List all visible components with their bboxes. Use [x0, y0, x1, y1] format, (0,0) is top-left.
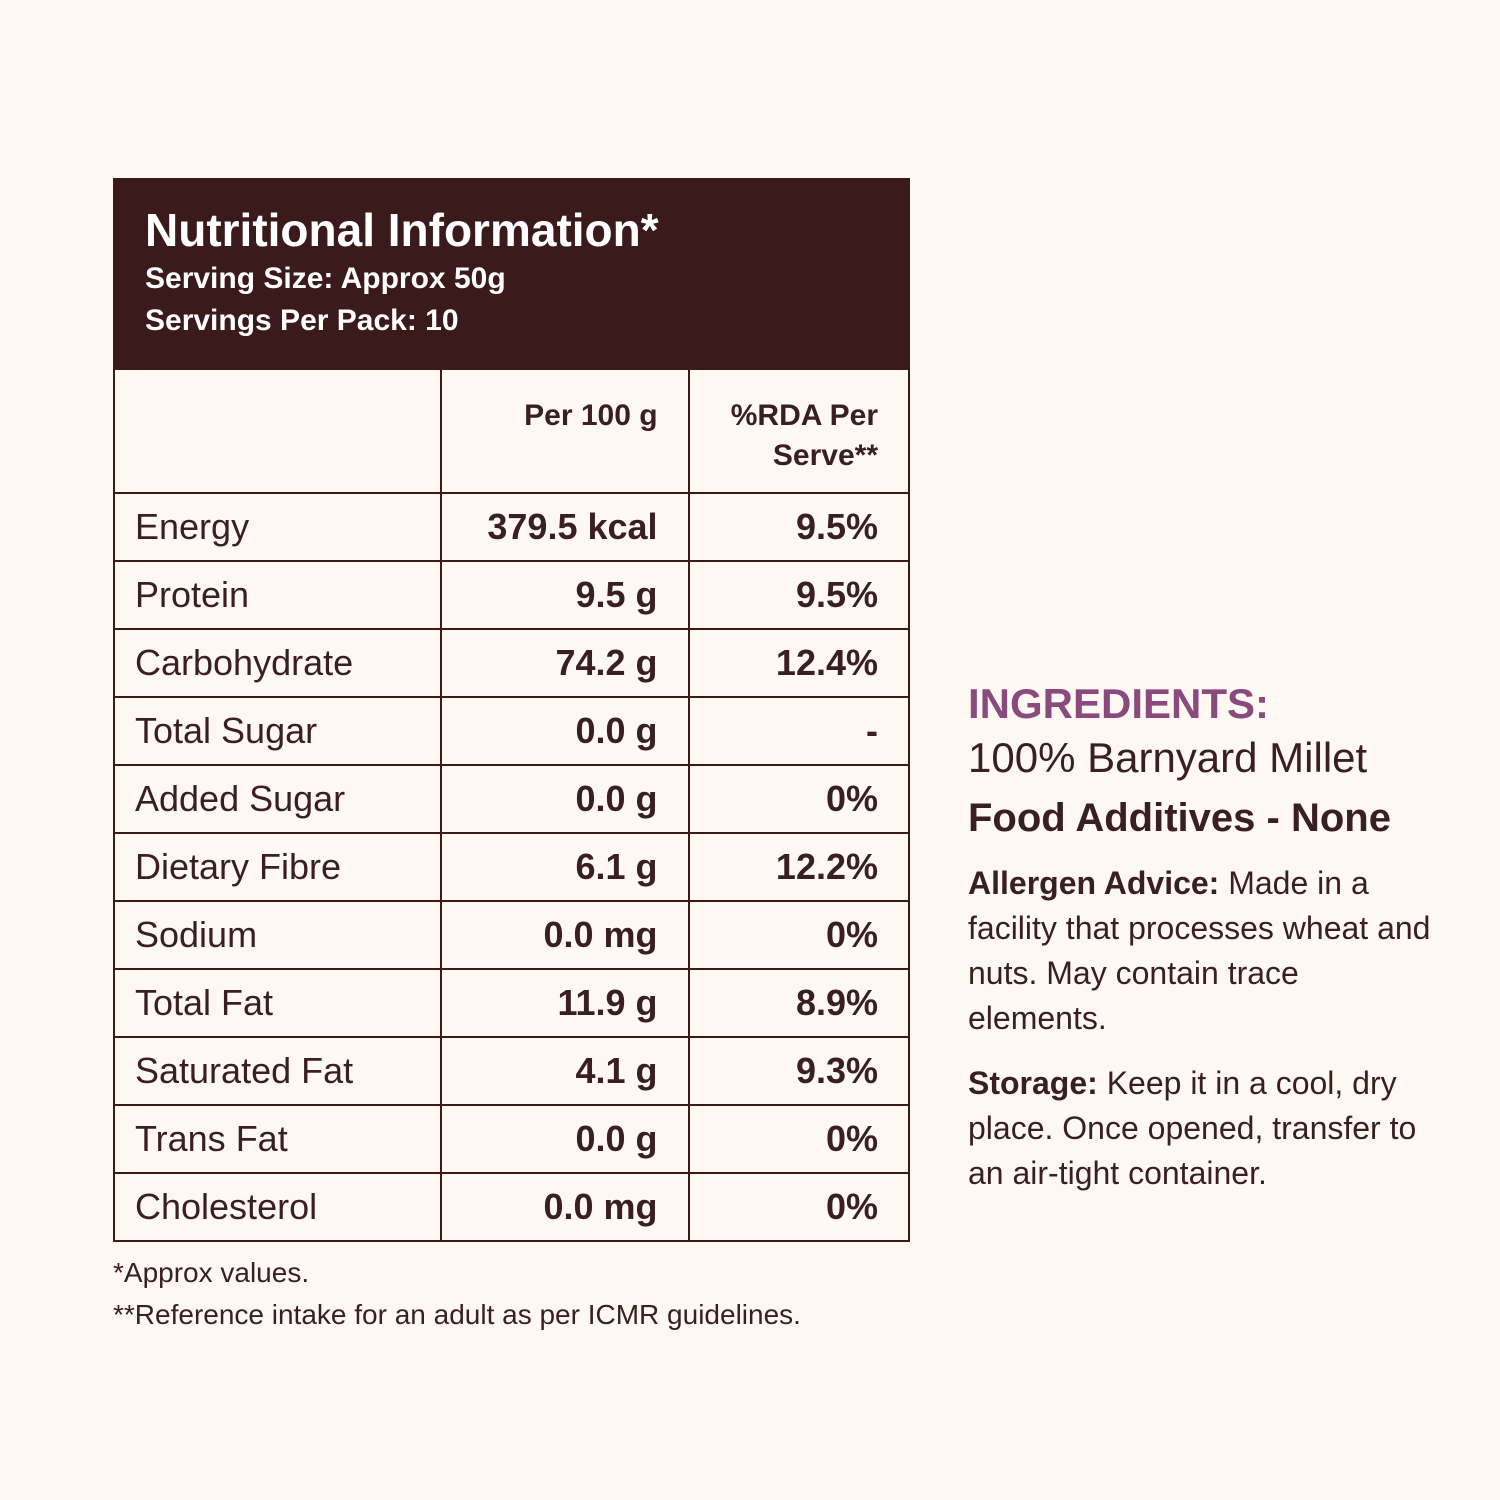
nutrient-row: Sodium 0.0 mg 0%: [112, 900, 911, 970]
footnote: *Approx values.: [113, 1257, 310, 1288]
per-100g: 6.1 g: [440, 832, 690, 902]
storage: Storage: Keep it in a cool, dry place. O…: [968, 1061, 1438, 1196]
allergen-label: Allergen Advice:: [968, 865, 1220, 901]
per-100g: 0.0 g: [440, 1104, 690, 1174]
nutrient-row: Total Sugar 0.0 g-: [112, 696, 911, 766]
rda: 9.3%: [687, 1036, 911, 1106]
nutrient-name: Cholesterol: [112, 1172, 443, 1242]
per-100g: 0.0 g: [440, 764, 690, 834]
rda: 0%: [687, 900, 911, 970]
rda: -: [687, 696, 911, 766]
rda: 0%: [687, 1172, 911, 1242]
rda: 12.2%: [687, 832, 911, 902]
nutrient-name: Sodium: [112, 900, 443, 970]
nutrient-row: Dietary Fibre 6.1 g 12.2%: [112, 832, 911, 902]
per-100g: 11.9 g: [440, 968, 690, 1038]
rda: 0%: [687, 1104, 911, 1174]
nutrient-name: Added Sugar: [112, 764, 443, 834]
allergen-text: Made in a facility that processes wheat …: [968, 865, 1431, 1036]
per-100g: 74.2 g: [440, 628, 690, 698]
per-100g: 4.1 g: [440, 1036, 690, 1106]
nutrient-name: Energy: [112, 492, 443, 562]
header-row: Per 100 g %RDA Per Serve**: [112, 368, 911, 494]
per-100g: 0.0 mg: [440, 900, 690, 970]
per-100g: 379.5 kcal: [440, 492, 690, 562]
nutrient-row: Protein 9.5 g 9.5%: [112, 560, 911, 630]
nutrient-name: Trans Fat: [112, 1104, 443, 1174]
rda: 8.9%: [687, 968, 911, 1038]
footnotes: *Approx values. **Reference intake for a…: [113, 1252, 801, 1336]
column-header: %RDA Per Serve**: [687, 368, 911, 494]
nutrient-row: Energy 379.5 kcal 9.5%: [112, 492, 911, 562]
footnote: **Reference intake for an adult as per I…: [113, 1299, 801, 1330]
nutrient-row: Saturated Fat 4.1 g 9.3%: [112, 1036, 911, 1106]
nutrient-name: Saturated Fat: [112, 1036, 443, 1106]
nutrient-row: Carbohydrate 74.2 g 12.4%: [112, 628, 911, 698]
nutrition-table: Per 100 g %RDA Per Serve** Energy 379.5 k…: [112, 368, 911, 1242]
per-100g: 9.5 g: [440, 560, 690, 630]
storage-text: Keep it in a cool, dry place. Once opene…: [968, 1065, 1417, 1191]
nutrient-name: Protein: [112, 560, 443, 630]
storage-label: Storage:: [968, 1065, 1098, 1101]
ingredients-label: INGREDIENTS:: [968, 680, 1270, 727]
per-100g: 0.0 mg: [440, 1172, 690, 1242]
empty-header: [112, 368, 443, 494]
rda: 9.5%: [687, 560, 911, 630]
nutrient-name: Dietary Fibre: [112, 832, 443, 902]
rda: 0%: [687, 764, 911, 834]
ingredients: 100% Barnyard Millet: [968, 734, 1368, 781]
nutrient-name: Carbohydrate: [112, 628, 443, 698]
nutrient-row: Total Fat 11.9 g 8.9%: [112, 968, 911, 1038]
table-header: Nutritional Information* Serving Size: A…: [113, 178, 910, 368]
nutrient-name: Total Fat: [112, 968, 443, 1038]
servings-per-pack: Servings Per Pack: 10: [145, 304, 459, 337]
nutrient-row: Trans Fat 0.0 g 0%: [112, 1104, 911, 1174]
nutrient-row: Cholesterol 0.0 mg 0%: [112, 1172, 911, 1242]
serving-size: Serving Size: Approx 50g: [145, 262, 506, 295]
nutrient-row: Added Sugar 0.0 g 0%: [112, 764, 911, 834]
allergen: Allergen Advice: Made in a facility that…: [968, 861, 1438, 1041]
nutrient-name: Total Sugar: [112, 696, 443, 766]
side-panel: INGREDIENTS: 100% Barnyard Millet Food A…: [968, 680, 1438, 1196]
rda: 9.5%: [687, 492, 911, 562]
column-header: Per 100 g: [440, 368, 690, 494]
rda: 12.4%: [687, 628, 911, 698]
title: Nutritional Information*: [145, 204, 659, 256]
additives: Food Additives - None: [968, 796, 1391, 840]
per-100g: 0.0 g: [440, 696, 690, 766]
